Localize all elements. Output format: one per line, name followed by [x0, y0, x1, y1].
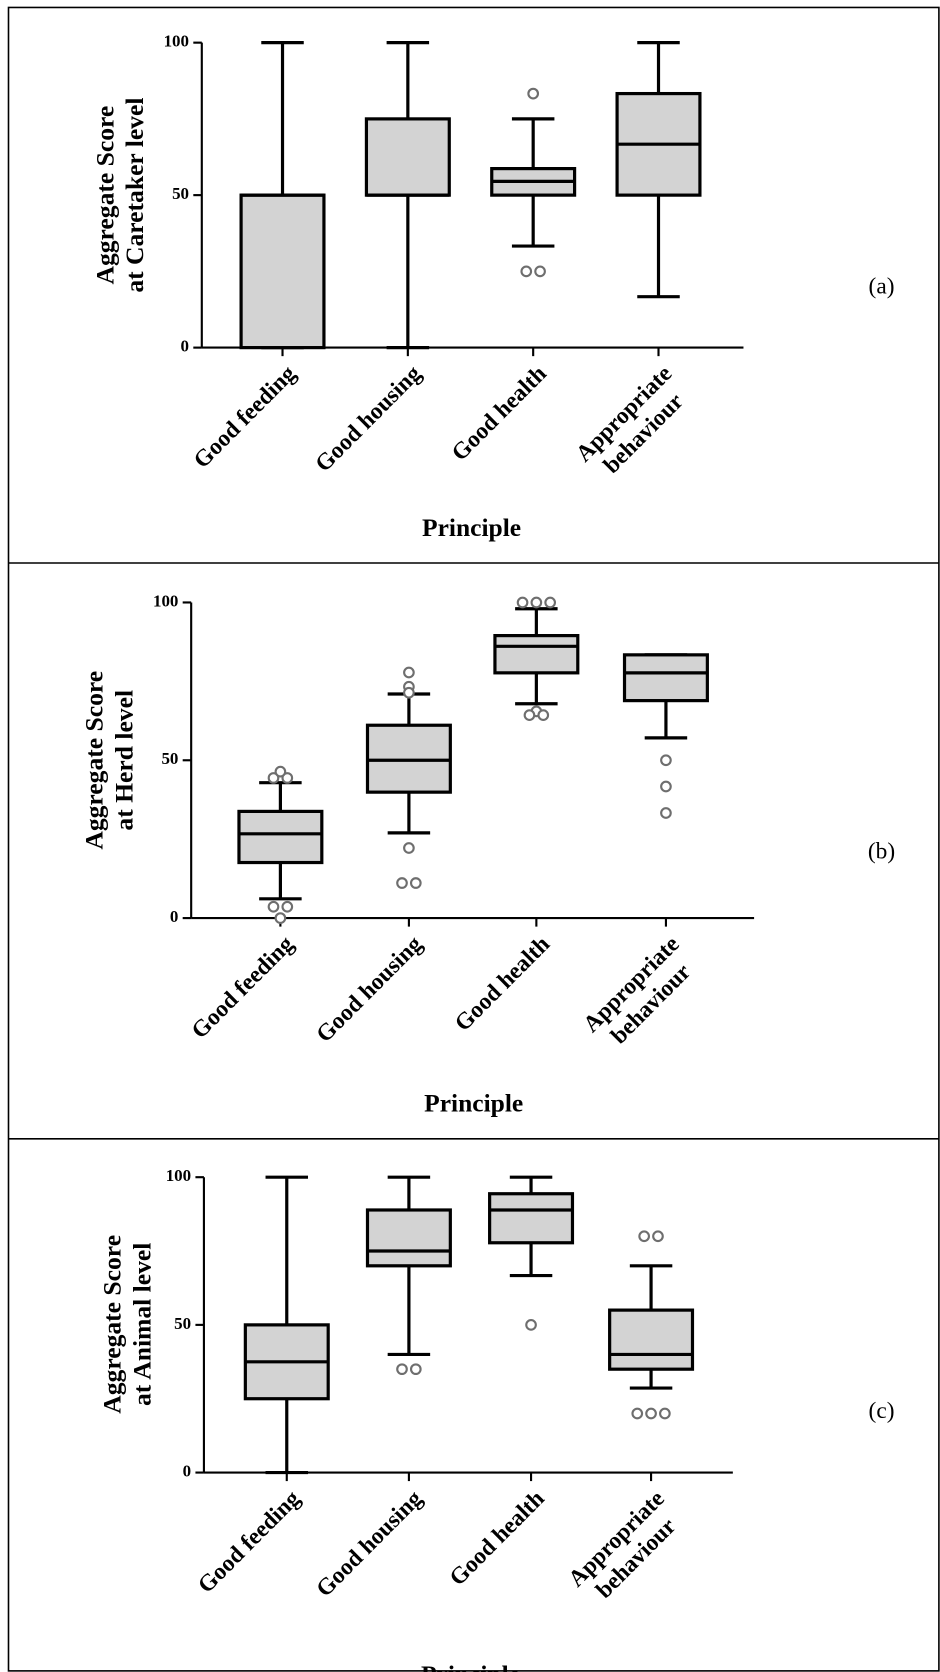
x-axis-label: Principle	[424, 1089, 523, 1118]
x-tick-label-line: Good health	[450, 931, 555, 1037]
outlier	[267, 772, 280, 784]
x-tick-label-line: Good housing	[311, 931, 427, 1048]
outlier	[544, 596, 557, 609]
outlier	[403, 666, 415, 679]
outlier	[660, 754, 672, 767]
y-axis-label-line: at Herd level	[109, 690, 138, 831]
outlier	[530, 596, 543, 609]
outlier	[274, 765, 287, 778]
outlier	[281, 772, 294, 784]
outlier	[525, 1319, 537, 1331]
y-tick-label: 0	[183, 1461, 191, 1480]
outlier	[396, 1363, 408, 1376]
panel-label: (c)	[869, 1398, 895, 1424]
x-tick-label: Good feeding	[187, 931, 300, 1044]
box	[365, 1208, 452, 1268]
outlier	[631, 1407, 644, 1420]
x-tick-label-line: Good feeding	[193, 1485, 306, 1598]
outlier	[409, 877, 422, 889]
outlier	[274, 912, 287, 924]
y-tick-label: 50	[174, 1314, 191, 1333]
y-axis-label-line: Aggregate Score	[90, 106, 119, 285]
box	[364, 117, 451, 197]
outlier	[409, 1363, 422, 1376]
x-tick-label: Good housing	[311, 931, 427, 1048]
x-tick-label-line: Good housing	[311, 1485, 427, 1602]
x-tick-label: Good feeding	[193, 1485, 306, 1598]
box	[488, 1192, 575, 1245]
y-axis-label-line: Aggregate Score	[80, 671, 109, 850]
x-tick-label-line: Good feeding	[189, 361, 302, 474]
panel-label: (a)	[869, 273, 895, 299]
y-axis-label: Aggregate Scoreat Herd level	[80, 671, 139, 850]
y-axis-label: Aggregate Scoreat Caretaker level	[90, 98, 149, 293]
outlier	[396, 877, 408, 889]
y-tick-label: 100	[164, 32, 189, 51]
y-axis-label-line: Aggregate Score	[98, 1235, 127, 1414]
outlier	[523, 709, 536, 722]
x-axis-label: Principle	[422, 513, 521, 542]
outlier	[645, 1407, 657, 1420]
x-tick-label: Good health	[445, 1486, 550, 1592]
x-tick-label: Good health	[450, 931, 555, 1037]
x-tick-label-line: Good health	[447, 361, 552, 467]
outlier	[660, 807, 672, 819]
outlier	[638, 1230, 651, 1243]
x-tick-label-line: Good feeding	[187, 931, 300, 1044]
box	[237, 809, 324, 865]
x-tick-label: Good housing	[311, 1485, 427, 1602]
y-axis-label-line: at Animal level	[127, 1243, 156, 1406]
y-tick-label: 50	[161, 749, 178, 768]
y-tick-label: 0	[170, 907, 178, 926]
box	[622, 653, 709, 703]
y-axis-label: Aggregate Scoreat Animal level	[98, 1235, 157, 1414]
outlier	[537, 709, 550, 722]
y-tick-label: 0	[181, 336, 189, 355]
y-axis-label-line: at Caretaker level	[120, 98, 149, 293]
outlier	[652, 1230, 664, 1243]
frame	[7, 6, 940, 1672]
x-tick-label-line: Good housing	[310, 361, 426, 478]
x-tick-label-line: Good health	[445, 1486, 550, 1592]
box	[493, 634, 580, 675]
outlier	[660, 780, 672, 793]
outlier	[534, 265, 546, 278]
outlier	[659, 1407, 671, 1420]
x-tick-label: Good health	[447, 361, 552, 467]
outlier	[520, 265, 533, 278]
outlier	[403, 842, 415, 854]
y-tick-label: 100	[166, 1166, 191, 1185]
outlier	[403, 686, 415, 699]
panel-label: (b)	[868, 838, 895, 864]
outlier	[516, 596, 529, 609]
outlier	[281, 900, 294, 913]
y-tick-label: 50	[172, 184, 189, 203]
y-tick-label: 100	[153, 591, 178, 610]
x-axis-label: Principle	[421, 1660, 520, 1672]
x-tick-label: Good feeding	[189, 361, 302, 474]
box	[608, 1308, 695, 1371]
outlier	[267, 900, 280, 913]
x-tick-label: Good housing	[310, 361, 426, 478]
outlier	[527, 87, 540, 100]
box	[239, 193, 326, 350]
